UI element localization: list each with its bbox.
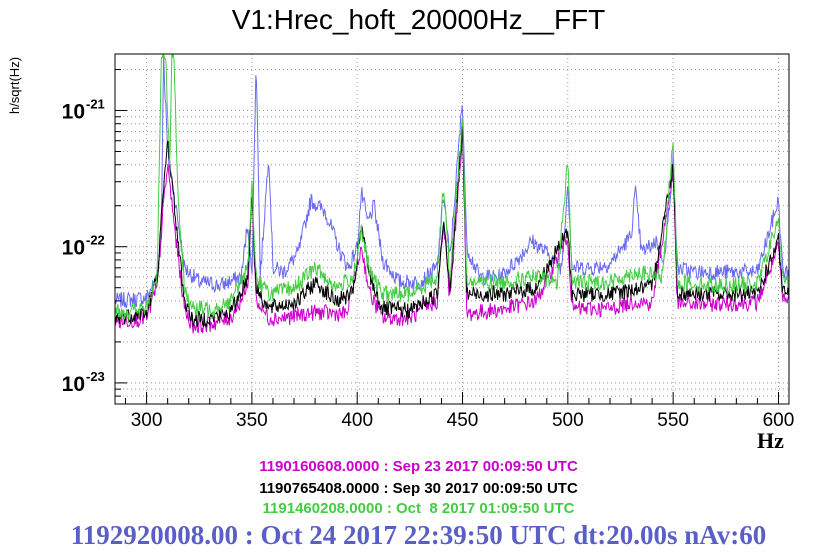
x-tick-label: 600 [763, 410, 795, 431]
chart-title: V1:Hrec_hoft_20000Hz__FFT [231, 4, 606, 35]
axis-ticks [115, 69, 779, 405]
series-layer [115, 54, 789, 334]
legend-entry-2: 1190765408.0000 : Sep 30 2017 00:09:50 U… [259, 480, 578, 497]
y-tick-exponent: -22 [86, 233, 105, 248]
legend-entry-1: 1190160608.0000 : Sep 23 2017 00:09:50 U… [259, 458, 578, 475]
y-tick-label: 10 [62, 373, 85, 396]
footer-timestamp: 1192920008.00 : Oct 24 2017 22:39:50 UTC… [70, 520, 767, 550]
series-line-2 [115, 130, 789, 334]
y-tick-label: 10 [62, 101, 85, 124]
y-tick-label: 10 [62, 237, 85, 260]
plot-frame [114, 53, 790, 405]
y-tick-exponent: -21 [86, 97, 105, 112]
x-axis-label: Hz [757, 428, 784, 453]
x-tick-label: 550 [657, 410, 689, 431]
x-tick-label: 500 [552, 410, 584, 431]
x-tick-label: 400 [341, 410, 373, 431]
legend-entry-3: 1191460208.0000 : Oct 8 2017 01:09:50 UT… [262, 500, 575, 517]
y-axis-label: h/sqrt(Hz) [7, 56, 23, 115]
x-tick-label: 450 [447, 410, 479, 431]
y-tick-exponent: -23 [86, 369, 105, 384]
series-line-4 [115, 54, 789, 320]
x-tick-label: 350 [236, 410, 268, 431]
x-tick-label: 300 [131, 410, 163, 431]
